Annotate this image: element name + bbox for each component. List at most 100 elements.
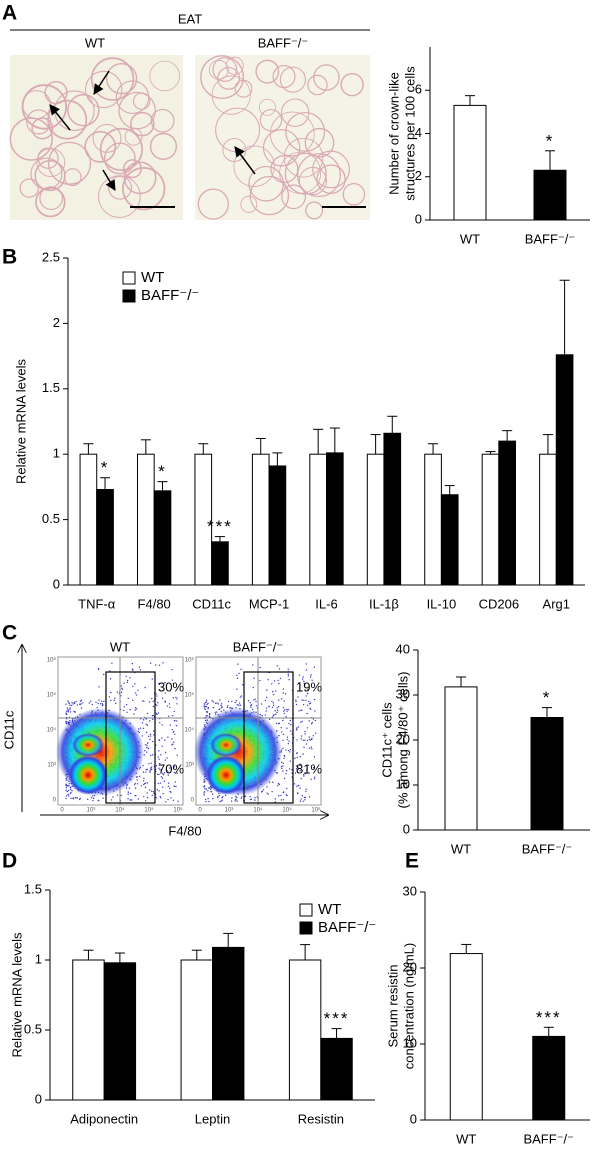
event [216, 711, 218, 713]
event [315, 732, 317, 734]
event [295, 765, 298, 767]
event [152, 790, 155, 793]
x-tick-label: BAFF⁻/⁻ [522, 841, 573, 856]
event [217, 703, 220, 705]
event [249, 702, 251, 704]
event [156, 704, 158, 706]
x-tick-label: Resistin [298, 1111, 344, 1126]
event [144, 750, 146, 752]
event [231, 700, 233, 703]
event [67, 709, 69, 711]
adipocyte [255, 59, 280, 84]
event [221, 799, 223, 801]
event [127, 791, 130, 793]
event [103, 700, 105, 703]
adipocyte [249, 175, 290, 216]
event [230, 707, 232, 709]
event [299, 763, 301, 766]
event [123, 682, 125, 684]
event [205, 706, 208, 708]
event [282, 688, 285, 690]
event [208, 712, 211, 715]
event [157, 712, 160, 714]
event [237, 663, 239, 665]
arrow [49, 104, 71, 131]
event [138, 728, 140, 730]
event [277, 782, 280, 785]
event [70, 797, 72, 800]
event [250, 706, 252, 709]
y-axis-label: Serum resistin [385, 964, 400, 1047]
event [220, 703, 223, 705]
arrow [102, 169, 116, 191]
event [174, 747, 176, 750]
adipocyte [35, 186, 66, 218]
event [286, 736, 289, 738]
event [67, 795, 70, 797]
y-tick-label: 1 [53, 446, 60, 461]
event [128, 787, 131, 789]
event [67, 785, 69, 787]
event [143, 777, 145, 780]
event [276, 709, 279, 712]
x-tick-label: F4/80 [138, 596, 171, 611]
event [120, 691, 123, 694]
event [153, 734, 155, 736]
event [174, 781, 177, 783]
bar [251, 453, 270, 586]
legend-label: BAFF⁻/⁻ [318, 919, 376, 936]
y-tick-label: 0.5 [24, 1021, 42, 1036]
event [163, 772, 166, 774]
event [203, 785, 205, 787]
event [302, 676, 304, 678]
event [158, 750, 160, 752]
event [285, 749, 287, 751]
event [126, 679, 129, 682]
event [147, 747, 150, 750]
event [146, 792, 148, 794]
density [72, 733, 104, 757]
y-tick-label: 0 [415, 211, 422, 226]
event [176, 772, 178, 774]
event [275, 713, 277, 715]
event [132, 699, 134, 701]
event [159, 795, 161, 798]
micrograph-title: BAFF⁻/⁻ [258, 35, 309, 50]
event [176, 720, 178, 722]
event [285, 794, 287, 796]
event [300, 798, 302, 800]
event [67, 793, 69, 796]
event [305, 699, 307, 702]
event [141, 722, 144, 724]
event [207, 797, 209, 800]
event [148, 789, 151, 791]
event [306, 727, 309, 729]
micrograph-wt [10, 55, 183, 220]
event [91, 703, 93, 706]
event [286, 727, 288, 729]
event [146, 744, 148, 747]
event [110, 691, 112, 694]
event [295, 768, 298, 770]
event [311, 737, 313, 740]
adipocyte [67, 94, 100, 127]
adipocyte [149, 132, 178, 161]
y-tick-label: 40 [396, 641, 410, 656]
event [139, 727, 142, 729]
event [261, 790, 264, 793]
event [75, 700, 77, 703]
event [172, 731, 175, 734]
adipocyte [234, 79, 253, 98]
event [167, 771, 169, 773]
event [254, 797, 256, 799]
event [175, 724, 178, 727]
event [174, 733, 176, 735]
event [299, 756, 302, 758]
event [295, 700, 297, 703]
event [156, 713, 158, 716]
event [291, 769, 293, 771]
adipocyte [240, 195, 258, 213]
event [162, 773, 165, 776]
event [129, 677, 131, 679]
